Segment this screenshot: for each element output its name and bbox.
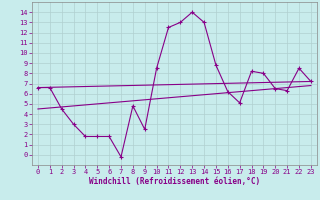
X-axis label: Windchill (Refroidissement éolien,°C): Windchill (Refroidissement éolien,°C): [89, 177, 260, 186]
